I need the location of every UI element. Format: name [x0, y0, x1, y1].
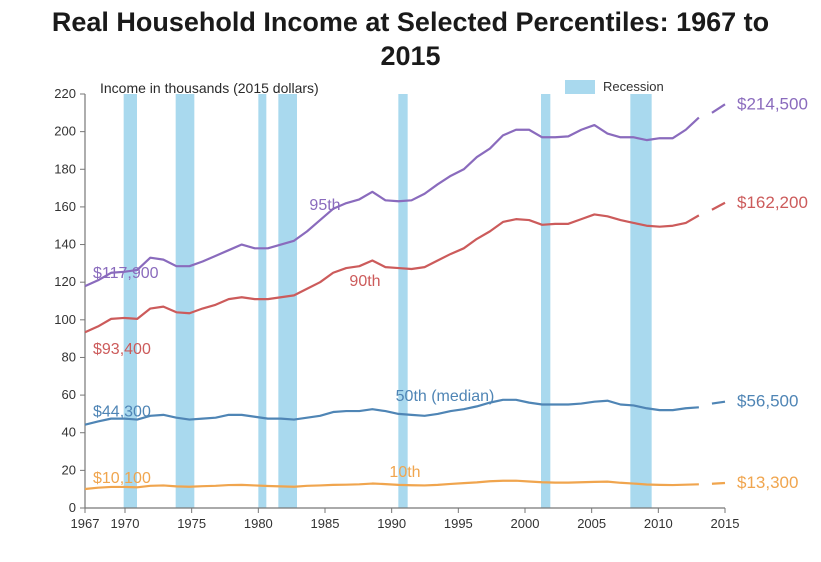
x-tick-label: 2005	[577, 516, 606, 531]
recession-band	[176, 94, 195, 508]
x-tick-label: 1980	[244, 516, 273, 531]
x-tick-label: 1967	[71, 516, 100, 531]
axis-subtitle: Income in thousands (2015 dollars)	[100, 80, 319, 96]
y-tick-label: 100	[54, 311, 76, 326]
chart-title: Real Household Income at Selected Percen…	[30, 6, 791, 74]
start-label-50th: $44,300	[93, 403, 151, 420]
x-tick-label: 2015	[711, 516, 740, 531]
series-10th-tail	[712, 482, 725, 483]
y-tick-label: 160	[54, 198, 76, 213]
x-tick-label: 2010	[644, 516, 673, 531]
x-tick-label: 1985	[311, 516, 340, 531]
y-tick-label: 80	[62, 349, 76, 364]
y-tick-label: 40	[62, 424, 76, 439]
legend-label: Recession	[603, 79, 664, 94]
chart-container: 0 20 40 60 80 100 120 140 160 180 200 220 1967 1970 19…	[10, 78, 811, 553]
end-label-50th: $56,500	[737, 391, 798, 410]
legend-swatch	[565, 80, 595, 94]
recession-band	[278, 94, 297, 508]
y-tick-label: 200	[54, 123, 76, 138]
start-label-10th: $10,100	[93, 469, 151, 486]
y-tick-label: 0	[69, 500, 76, 515]
x-tick-label: 1990	[377, 516, 406, 531]
series-label-90th: 90th	[349, 273, 380, 290]
series-90th-tail	[712, 202, 725, 209]
series-95th-tail	[712, 104, 725, 112]
end-label-90th: $162,200	[737, 192, 808, 211]
series-label-95th: 95th	[309, 197, 340, 214]
end-label-10th: $13,300	[737, 472, 798, 491]
x-tick-label: 1970	[111, 516, 140, 531]
start-label-90th: $93,400	[93, 341, 151, 358]
x-tick-label: 2000	[511, 516, 540, 531]
recession-band	[398, 94, 407, 508]
recession-band	[541, 94, 550, 508]
x-tick-label: 1975	[177, 516, 206, 531]
line-chart: 0 20 40 60 80 100 120 140 160 180 200 220 1967 1970 19…	[10, 78, 810, 548]
recession-band	[124, 94, 137, 508]
series-label-10th: 10th	[389, 464, 420, 481]
y-tick-label: 120	[54, 274, 76, 289]
x-tick-label: 1995	[444, 516, 473, 531]
recession-band	[630, 94, 651, 508]
end-label-95th: $214,500	[737, 94, 808, 113]
series-50th-tail	[712, 401, 725, 403]
y-tick-label: 60	[62, 387, 76, 402]
start-label-95th: $117,900	[93, 265, 159, 282]
recession-band	[258, 94, 266, 508]
y-tick-label: 180	[54, 161, 76, 176]
y-tick-label: 140	[54, 236, 76, 251]
y-tick-label: 20	[62, 462, 76, 477]
series-label-50th: 50th (median)	[396, 388, 495, 405]
y-tick-label: 220	[54, 86, 76, 101]
